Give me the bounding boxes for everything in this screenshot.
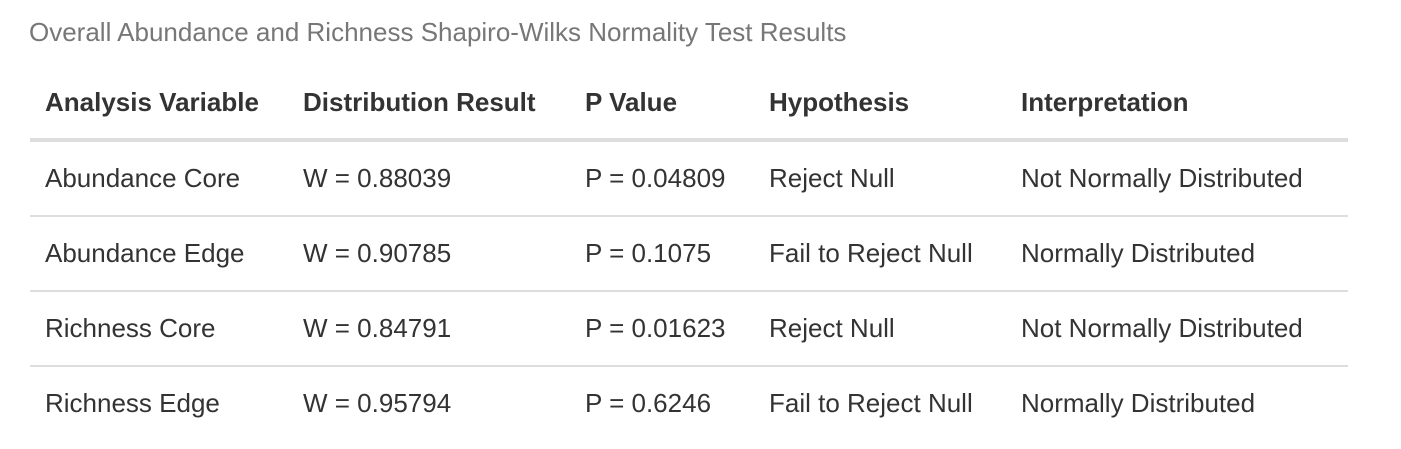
cell-interpretation: Normally Distributed <box>1006 216 1348 292</box>
table-caption: Overall Abundance and Richness Shapiro-W… <box>29 17 847 47</box>
cell-interpretation: Normally Distributed <box>1021 388 1256 418</box>
cell-p-value: P = 0.6246 <box>585 388 712 418</box>
cell-analysis-variable: Richness Edge <box>45 388 220 418</box>
cell-interpretation: Not Normally Distributed <box>1006 291 1348 367</box>
cell-analysis-variable: Richness Core <box>30 291 288 367</box>
header-analysis-variable: Analysis Variable <box>30 66 288 142</box>
cell-distribution-result: W = 0.88039 <box>288 140 570 217</box>
cell-hypothesis: Fail to Reject Null <box>769 388 973 418</box>
cell-distribution-result: W = 0.95794 <box>303 388 452 418</box>
cell-hypothesis: Fail to Reject Null <box>754 216 1006 292</box>
header-distribution-result: Distribution Result <box>288 66 570 142</box>
table-row: Richness Edge W = 0.95794 P = 0.6246 Fai… <box>30 366 1348 440</box>
table-row: Abundance Edge W = 0.90785 P = 0.1075 Fa… <box>30 216 1348 292</box>
cell-p-value: P = 0.04809 <box>570 140 754 217</box>
header-hypothesis: Hypothesis <box>754 66 1006 142</box>
cell-distribution-result: W = 0.84791 <box>288 291 570 367</box>
header-row: Analysis Variable Distribution Result P … <box>30 66 1348 142</box>
table-row: Richness Core W = 0.84791 P = 0.01623 Re… <box>30 291 1348 367</box>
cell-analysis-variable: Abundance Core <box>30 140 288 217</box>
cell-p-value: P = 0.01623 <box>570 291 754 367</box>
cell-hypothesis: Reject Null <box>754 291 1006 367</box>
normality-results-table: Analysis Variable Distribution Result P … <box>30 66 1348 440</box>
header-interpretation: Interpretation <box>1006 66 1348 142</box>
cell-hypothesis: Reject Null <box>754 140 1006 217</box>
header-p-value: P Value <box>570 66 754 142</box>
cell-distribution-result: W = 0.90785 <box>288 216 570 292</box>
cell-analysis-variable: Abundance Edge <box>30 216 288 292</box>
table-row: Abundance Core W = 0.88039 P = 0.04809 R… <box>30 140 1348 217</box>
cell-p-value: P = 0.1075 <box>570 216 754 292</box>
cell-interpretation: Not Normally Distributed <box>1006 140 1348 217</box>
